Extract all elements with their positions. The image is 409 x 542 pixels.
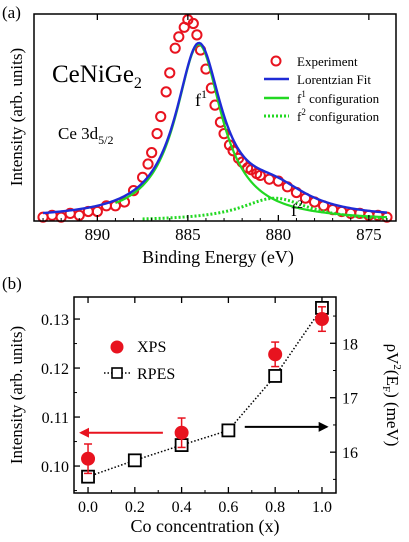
experiment-point xyxy=(151,128,163,140)
b-ytick-left-label-0.12: 0.12 xyxy=(41,361,69,378)
b-xtick-label-0.2: 0.2 xyxy=(125,499,145,516)
panel-a-subtitle: Ce 3d5/2 xyxy=(58,124,113,147)
panel-a-legend: Experiment Lorentzian Fit f1 configurati… xyxy=(264,54,380,124)
lorentzian-fit-curve xyxy=(42,41,388,215)
legend-entry-lorentzian: Lorentzian Fit xyxy=(264,72,371,87)
b-ytick-right-label-18: 18 xyxy=(342,336,358,353)
b-xtick-label-0.8: 0.8 xyxy=(265,499,285,516)
legend-label-rpes: RPES xyxy=(137,366,175,383)
rpes-point xyxy=(268,369,283,383)
panel-b-axes: 0.0 0.2 0.4 0.6 0.8 1.0 0.10 0.11 0.12 0.13 16 17 18 xyxy=(41,297,358,516)
legend-label-lorentzian: Lorentzian Fit xyxy=(297,72,371,87)
a-xtick-label-875: 875 xyxy=(356,225,382,244)
legend-marker-xps xyxy=(110,340,124,354)
b-ytick-right-label-16: 16 xyxy=(342,445,358,462)
panel-a-xlabel: Binding Energy (eV) xyxy=(142,247,294,268)
panel-a: (a) 890 885 880 875 Binding Energy (eV) Int… xyxy=(2,3,397,268)
legend-marker-rpes xyxy=(111,367,123,379)
experiment-point xyxy=(91,205,103,218)
experiment-point xyxy=(169,42,181,54)
b-ytick-right-label-17: 17 xyxy=(342,391,358,408)
panel-a-x-ticks: 890 885 880 875 xyxy=(42,14,388,244)
b-ytick-left-label-0.13: 0.13 xyxy=(41,312,69,329)
xps-point xyxy=(81,451,96,466)
b-xtick-label-0.4: 0.4 xyxy=(172,499,192,516)
panel-b-series xyxy=(79,300,329,484)
experiment-point xyxy=(173,31,185,43)
xps-point xyxy=(174,425,189,440)
b-xtick-label-0.6: 0.6 xyxy=(218,499,238,516)
legend-label-experiment: Experiment xyxy=(297,54,358,69)
panel-b-ylabel-right: ρV2(EF) (meV) xyxy=(380,344,403,447)
legend-label-f1: f1 configuration xyxy=(297,89,380,106)
annotation-f1: f1 xyxy=(195,87,207,110)
panel-a-label: (a) xyxy=(2,3,21,22)
legend-entry-xps: XPS xyxy=(110,339,166,356)
b-xtick-label-0.0: 0.0 xyxy=(78,499,98,516)
experiment-point xyxy=(187,17,199,30)
a-xtick-label-890: 890 xyxy=(85,225,111,244)
experiment-point xyxy=(227,145,239,157)
annotation-f2: f2 xyxy=(291,197,303,220)
experiment-point xyxy=(142,158,154,170)
experiment-point xyxy=(155,110,167,123)
panel-a-frame xyxy=(33,13,397,222)
legend-entry-f2: f2 configuration xyxy=(264,107,380,124)
panel-b-xlabel: Co concentration (x) xyxy=(131,516,280,537)
legend-entry-rpes: RPES xyxy=(104,366,175,383)
rpes-point xyxy=(221,423,236,438)
legend-entry-f1: f1 configuration xyxy=(264,89,380,106)
experiment-point xyxy=(191,29,203,41)
b-ytick-left-label-0.10: 0.10 xyxy=(41,459,69,476)
panel-a-series xyxy=(37,14,393,223)
panel-a-title: CeNiGe2 xyxy=(52,61,142,92)
legend-entry-experiment: Experiment xyxy=(270,54,358,69)
panel-b-ylabel-left: Intensity (arb. units) xyxy=(7,326,26,464)
panel-b-legend: XPS RPES xyxy=(104,339,175,383)
panel-b-frame xyxy=(73,296,337,494)
experiment-point xyxy=(164,67,176,79)
panel-b-label: (b) xyxy=(2,274,22,293)
a-xtick-label-885: 885 xyxy=(175,225,201,244)
rpes-point xyxy=(127,453,142,468)
experiment-point xyxy=(160,86,172,98)
rpes-line xyxy=(87,307,323,478)
a-xtick-label-880: 880 xyxy=(266,225,292,244)
b-xtick-label-1.0: 1.0 xyxy=(312,499,332,516)
b-ytick-left-label-0.11: 0.11 xyxy=(42,410,69,427)
panel-a-ylabel: Intensity (arb. units) xyxy=(7,48,26,186)
f1-configuration-curve xyxy=(115,43,387,219)
experiment-point xyxy=(218,128,230,140)
panel-b: (b) 0.0 0.2 0.4 0.6 0.8 1.0 0.10 0.11 0.12 0.13 16… xyxy=(2,274,403,537)
legend-label-xps: XPS xyxy=(137,339,166,356)
experiment-point xyxy=(146,147,158,159)
legend-marker-experiment xyxy=(270,55,282,67)
xps-point xyxy=(314,312,329,327)
experiment-point xyxy=(254,169,266,182)
xps-point xyxy=(268,347,283,362)
legend-label-f2: f2 configuration xyxy=(297,107,380,124)
